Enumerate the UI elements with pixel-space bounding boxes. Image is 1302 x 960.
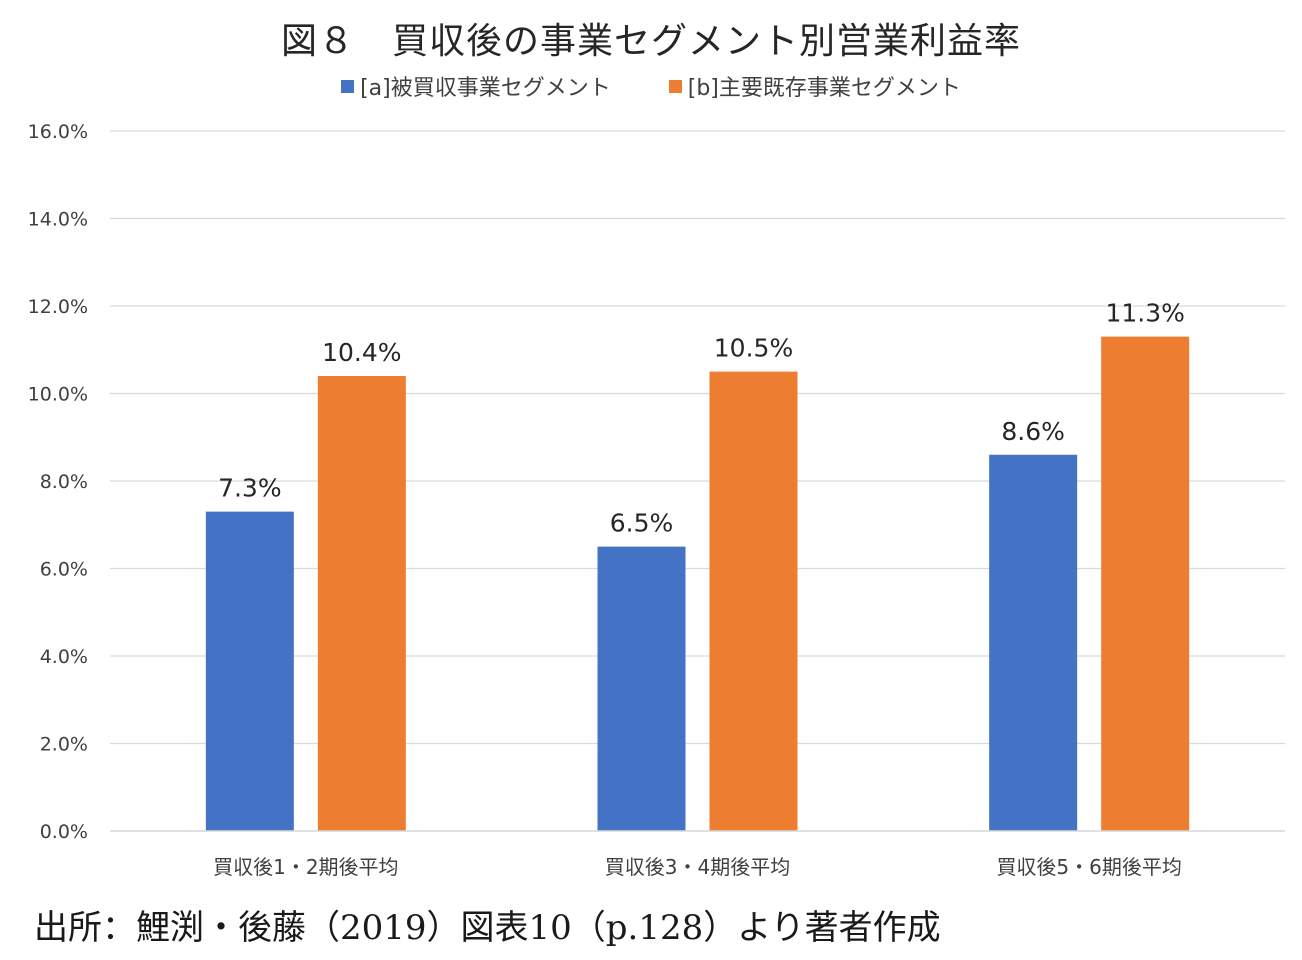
legend-item-series-b: [b]主要既存事業セグメント [668, 70, 961, 102]
data-label: 7.3% [218, 474, 282, 503]
bar-a [597, 546, 686, 831]
bar-b [317, 376, 406, 831]
data-label: 6.5% [610, 509, 674, 538]
bar-a [205, 511, 294, 831]
data-label: 10.4% [322, 338, 401, 367]
x-category-label: 買収後5・6期後平均 [996, 855, 1181, 879]
legend-label-series-b: [b]主要既存事業セグメント [687, 76, 961, 101]
bar-a [989, 454, 1078, 831]
data-label: 10.5% [714, 334, 793, 363]
bar-b [1101, 336, 1190, 831]
data-label: 8.6% [1001, 417, 1065, 446]
legend-swatch-series-b [668, 79, 682, 93]
legend-label-series-a: [a]被買収事業セグメント [360, 76, 611, 101]
source-note: 出所：鯉渕・後藤（2019）図表10（p.128）より著者作成 [34, 908, 941, 948]
x-category-label: 買収後3・4期後平均 [605, 855, 790, 879]
x-category-label: 買収後1・2期後平均 [213, 855, 398, 879]
legend-swatch-series-a [341, 79, 355, 93]
chart-title: 図８ 買収後の事業セグメント別営業利益率 [280, 21, 1021, 62]
y-tick-label: 4.0% [40, 646, 88, 668]
y-tick-label: 0.0% [40, 821, 88, 843]
legend-item-series-a: [a]被買収事業セグメント [341, 70, 611, 102]
bar-b [709, 371, 798, 831]
y-tick-label: 2.0% [40, 734, 88, 756]
y-tick-label: 16.0% [28, 121, 88, 143]
y-tick-label: 10.0% [28, 384, 88, 406]
y-tick-label: 14.0% [28, 209, 88, 231]
y-tick-label: 6.0% [40, 559, 88, 581]
bar-chart: 0.0% 2.0% 4.0% 6.0% 8.0% 10.0% 12.0% 14.0% 16.0%… [28, 121, 1285, 879]
y-tick-label: 12.0% [28, 296, 88, 318]
legend: [a]被買収事業セグメント [b]主要既存事業セグメント [0, 70, 1302, 102]
data-label: 11.3% [1105, 299, 1184, 328]
y-tick-label: 8.0% [40, 471, 88, 493]
